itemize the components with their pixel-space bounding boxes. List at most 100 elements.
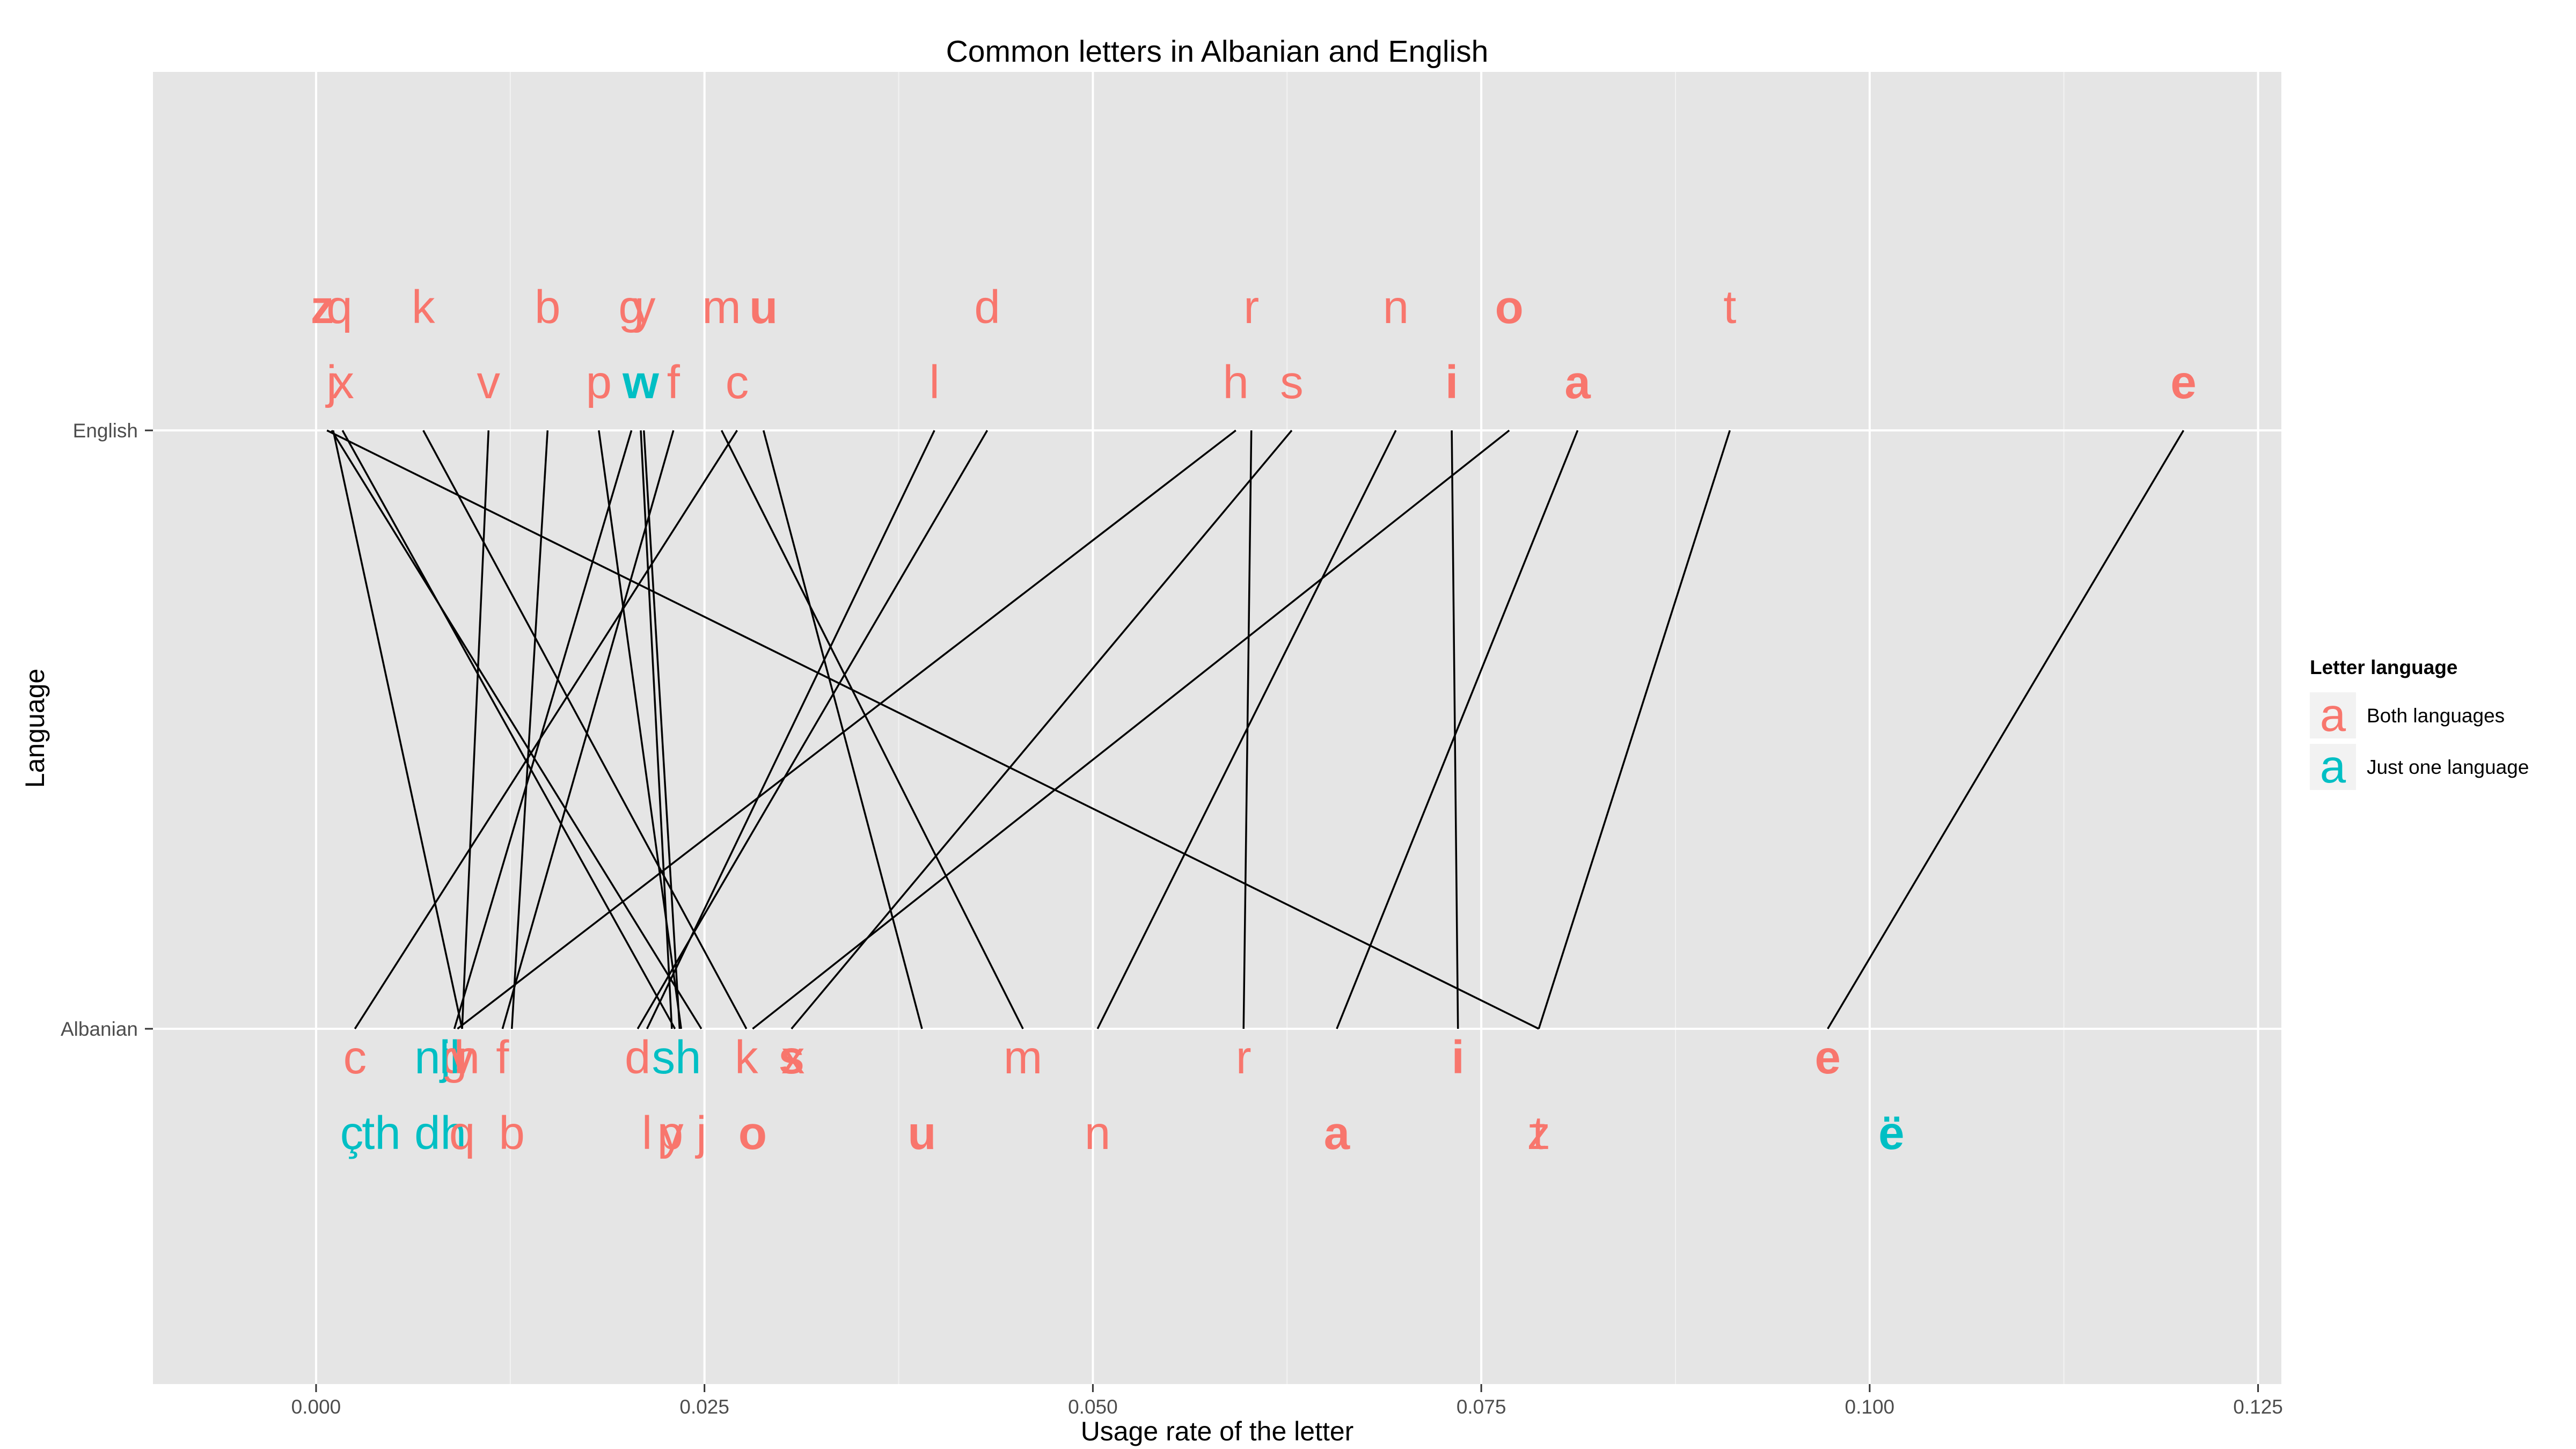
letter-label-albanian: m [1004, 1031, 1042, 1084]
letter-label-albanian: b [499, 1107, 525, 1159]
connection-line-p [598, 430, 682, 1029]
legend-key-symbol: a [2320, 689, 2346, 741]
connection-line-e [1827, 430, 2185, 1029]
letter-label-english: t [1723, 281, 1736, 333]
legend-key-symbol: a [2320, 741, 2346, 793]
letter-label-albanian: o [738, 1107, 767, 1159]
legend-label: Both languages [2367, 705, 2505, 727]
x-tick-label: 0.050 [1068, 1396, 1118, 1418]
connection-line-o [752, 429, 1510, 1030]
letter-label-english: v [477, 356, 501, 408]
letter-label-english: h [1223, 356, 1249, 408]
connection-line-u [763, 430, 923, 1029]
connection-line-v [461, 430, 490, 1029]
letter-label-albanian: sh [652, 1031, 701, 1084]
letter-label-albanian: ll [440, 1031, 460, 1084]
connection-line-x [341, 430, 676, 1029]
letter-label-english: c [726, 356, 749, 408]
letter-label-english: b [535, 281, 560, 333]
x-tick-label: 0.025 [679, 1396, 729, 1418]
legend-key-box [2310, 744, 2356, 790]
letter-label-albanian: u [908, 1107, 936, 1159]
connection-line-m [720, 430, 1024, 1029]
letter-label-english: i [1445, 356, 1458, 408]
connection-line-f [501, 430, 675, 1029]
chart-title: Common letters in Albanian and English [946, 34, 1489, 69]
connection-line-z [326, 429, 1540, 1030]
letter-label-albanian: h [454, 1031, 480, 1084]
letter-label-albanian: i [1452, 1031, 1465, 1084]
letter-label-albanian: c [343, 1031, 367, 1084]
x-axis-title: Usage rate of the letter [1081, 1416, 1354, 1446]
connection-line-g [453, 430, 633, 1029]
x-tick-label: 0.125 [2233, 1396, 2283, 1418]
letter-label-english: m [702, 281, 741, 333]
letter-label-albanian: ç [340, 1107, 364, 1159]
y-axis-title: Language [20, 669, 50, 788]
letter-label-albanian: j [694, 1107, 706, 1159]
x-tick-label: 0.075 [1457, 1396, 1506, 1418]
letter-label-albanian: s [779, 1031, 804, 1084]
connection-lines [326, 429, 2185, 1030]
connection-line-t [1538, 430, 1731, 1029]
letter-label-albanian: p [657, 1107, 683, 1159]
letter-label-english: o [1495, 281, 1524, 333]
letter-label-albanian: y [660, 1107, 684, 1159]
connection-line-i [1451, 430, 1459, 1029]
letter-label-albanian: th [362, 1107, 401, 1159]
letter-label-albanian: nj [414, 1031, 451, 1084]
connection-line-h [457, 429, 1236, 1030]
letter-label-english: k [412, 281, 435, 333]
letter-label-english: a [1564, 356, 1591, 408]
letter-label-english: l [929, 356, 939, 408]
letter-label-english: p [586, 356, 612, 408]
connection-line-l [646, 430, 935, 1029]
plot-panel [153, 72, 2281, 1384]
x-tick-label: 0.100 [1845, 1396, 1895, 1418]
letter-label-albanian: l [642, 1107, 652, 1159]
y-tick-label: Albanian [61, 1018, 138, 1040]
letter-label-english: x [331, 356, 354, 408]
letter-label-albanian: r [1236, 1031, 1252, 1084]
connection-line-b [510, 430, 549, 1029]
letter-label-albanian: k [735, 1031, 758, 1084]
legend-items: a Both languages a Just one language [2310, 689, 2529, 793]
letter-label-english: e [2170, 356, 2196, 408]
letter-label-albanian: x [781, 1031, 805, 1084]
connection-line-k [422, 430, 748, 1029]
axes: 0.000 0.025 0.050 0.075 0.100 0.125 Albanian En… [61, 420, 2283, 1418]
x-tick-label: 0.000 [291, 1396, 341, 1418]
letter-label-albanian: ë [1878, 1107, 1904, 1159]
letter-label-albanian: g [441, 1031, 467, 1084]
letter-label-albanian: d [625, 1031, 650, 1084]
connection-line-r [1242, 430, 1253, 1029]
connection-line-y [643, 430, 681, 1029]
grid-lines [153, 72, 2281, 1384]
letter-label-english: q [326, 281, 352, 333]
letter-label-albanian: f [496, 1031, 509, 1084]
connection-line-c [354, 430, 738, 1029]
letter-label-albanian: q [449, 1107, 475, 1159]
connection-line-j [331, 430, 702, 1029]
connection-line-q [332, 430, 463, 1029]
letter-label-albanian: a [1324, 1107, 1350, 1159]
letter-label-albanian: v [450, 1031, 474, 1084]
connection-line-a [1336, 430, 1579, 1029]
letter-label-english: y [632, 281, 656, 333]
letter-label-english: s [1280, 356, 1304, 408]
letter-label-albanian: e [1814, 1031, 1840, 1084]
letter-label-english: n [1383, 281, 1409, 333]
y-tick-label: English [73, 420, 138, 442]
letter-label-albanian: z [1527, 1107, 1550, 1159]
letter-label-english: r [1243, 281, 1259, 333]
letter-label-english: z [311, 281, 334, 333]
letter-label-english: u [749, 281, 778, 333]
legend-title: Letter language [2310, 656, 2458, 678]
letter-label-albanian: n [1085, 1107, 1110, 1159]
legend: Letter language a Both languages a Just one… [2310, 656, 2529, 793]
letter-label-english: w [622, 356, 659, 408]
connection-line-s [791, 429, 1293, 1030]
letter-label-albanian: dh [414, 1107, 466, 1159]
